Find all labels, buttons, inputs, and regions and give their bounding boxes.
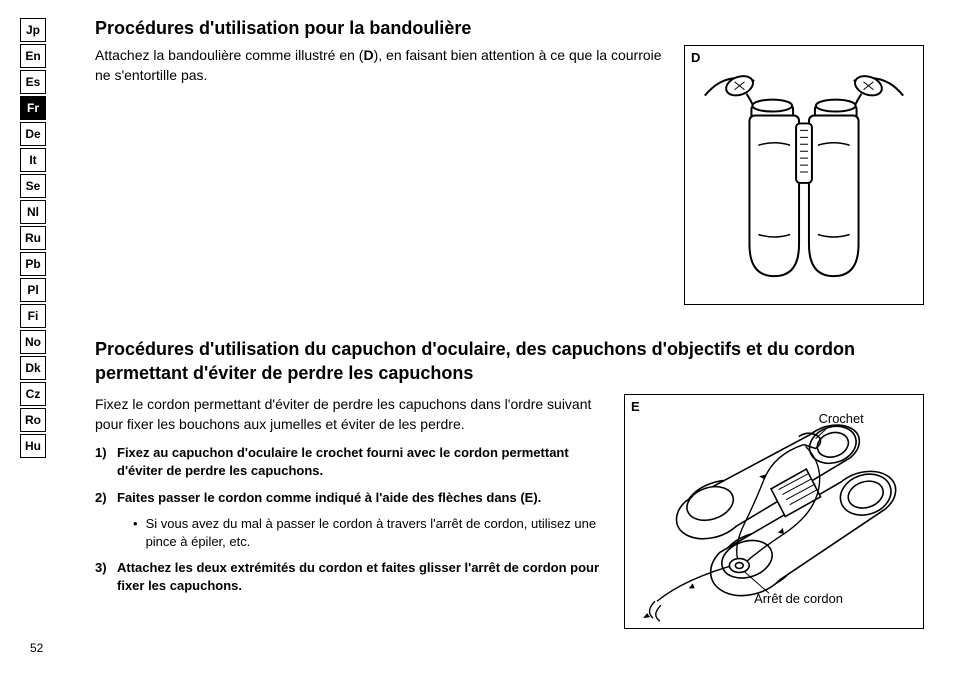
callout-hook-label: Crochet: [819, 410, 865, 425]
lang-tab-es[interactable]: Es: [20, 70, 46, 94]
section2-intro: Fixez le cordon permettant d'éviter de p…: [95, 394, 606, 435]
lang-tab-en[interactable]: En: [20, 44, 46, 68]
callout-stopper-label: Arrêt de cordon: [754, 591, 843, 606]
step-text: Faites passer le cordon comme indiqué à …: [117, 489, 606, 507]
lang-tab-jp[interactable]: Jp: [20, 18, 46, 42]
language-sidebar: JpEnEsFrDeItSeNlRuPbPlFiNoDkCzRoHu: [20, 18, 46, 458]
step-number: 1): [95, 444, 117, 480]
step-number: 3): [95, 559, 117, 595]
lang-tab-pl[interactable]: Pl: [20, 278, 46, 302]
figure-d-label: D: [691, 50, 700, 65]
section1-text: Attachez la bandoulière comme illustré e…: [95, 45, 666, 86]
page-content: Procédures d'utilisation pour la bandoul…: [95, 18, 924, 629]
step-item: 1)Fixez au capuchon d'oculaire le croche…: [95, 444, 606, 480]
lang-tab-hu[interactable]: Hu: [20, 434, 46, 458]
lang-tab-cz[interactable]: Cz: [20, 382, 46, 406]
step-number: 2): [95, 489, 117, 507]
lang-tab-de[interactable]: De: [20, 122, 46, 146]
lang-tab-it[interactable]: It: [20, 148, 46, 172]
figure-e: E Crochet Arrêt de cordon: [624, 394, 924, 629]
lang-tab-dk[interactable]: Dk: [20, 356, 46, 380]
step-sub-bullet: Si vous avez du mal à passer le cordon à…: [133, 515, 606, 551]
section2-title: Procédures d'utilisation du capuchon d'o…: [95, 337, 924, 386]
lang-tab-se[interactable]: Se: [20, 174, 46, 198]
section-strap: Procédures d'utilisation pour la bandoul…: [95, 18, 924, 305]
binoculars-front-illustration: [685, 46, 923, 304]
figure-d: D: [684, 45, 924, 305]
page-number: 52: [30, 641, 43, 655]
lang-tab-ro[interactable]: Ro: [20, 408, 46, 432]
figure-e-label: E: [631, 399, 640, 414]
steps-list: 1)Fixez au capuchon d'oculaire le croche…: [95, 444, 606, 595]
lang-tab-pb[interactable]: Pb: [20, 252, 46, 276]
step-text: Fixez au capuchon d'oculaire le crochet …: [117, 444, 606, 480]
section1-title: Procédures d'utilisation pour la bandoul…: [95, 18, 924, 39]
lang-tab-fi[interactable]: Fi: [20, 304, 46, 328]
lang-tab-no[interactable]: No: [20, 330, 46, 354]
lang-tab-fr[interactable]: Fr: [20, 96, 46, 120]
section2-text: Fixez le cordon permettant d'éviter de p…: [95, 394, 606, 604]
step-text: Attachez les deux extrémités du cordon e…: [117, 559, 606, 595]
lang-tab-ru[interactable]: Ru: [20, 226, 46, 250]
binoculars-cord-illustration: Crochet Arrêt de cordon: [625, 395, 923, 628]
step-item: 2)Faites passer le cordon comme indiqué …: [95, 489, 606, 507]
step-item: 3)Attachez les deux extrémités du cordon…: [95, 559, 606, 595]
section-caps: Procédures d'utilisation du capuchon d'o…: [95, 337, 924, 629]
lang-tab-nl[interactable]: Nl: [20, 200, 46, 224]
